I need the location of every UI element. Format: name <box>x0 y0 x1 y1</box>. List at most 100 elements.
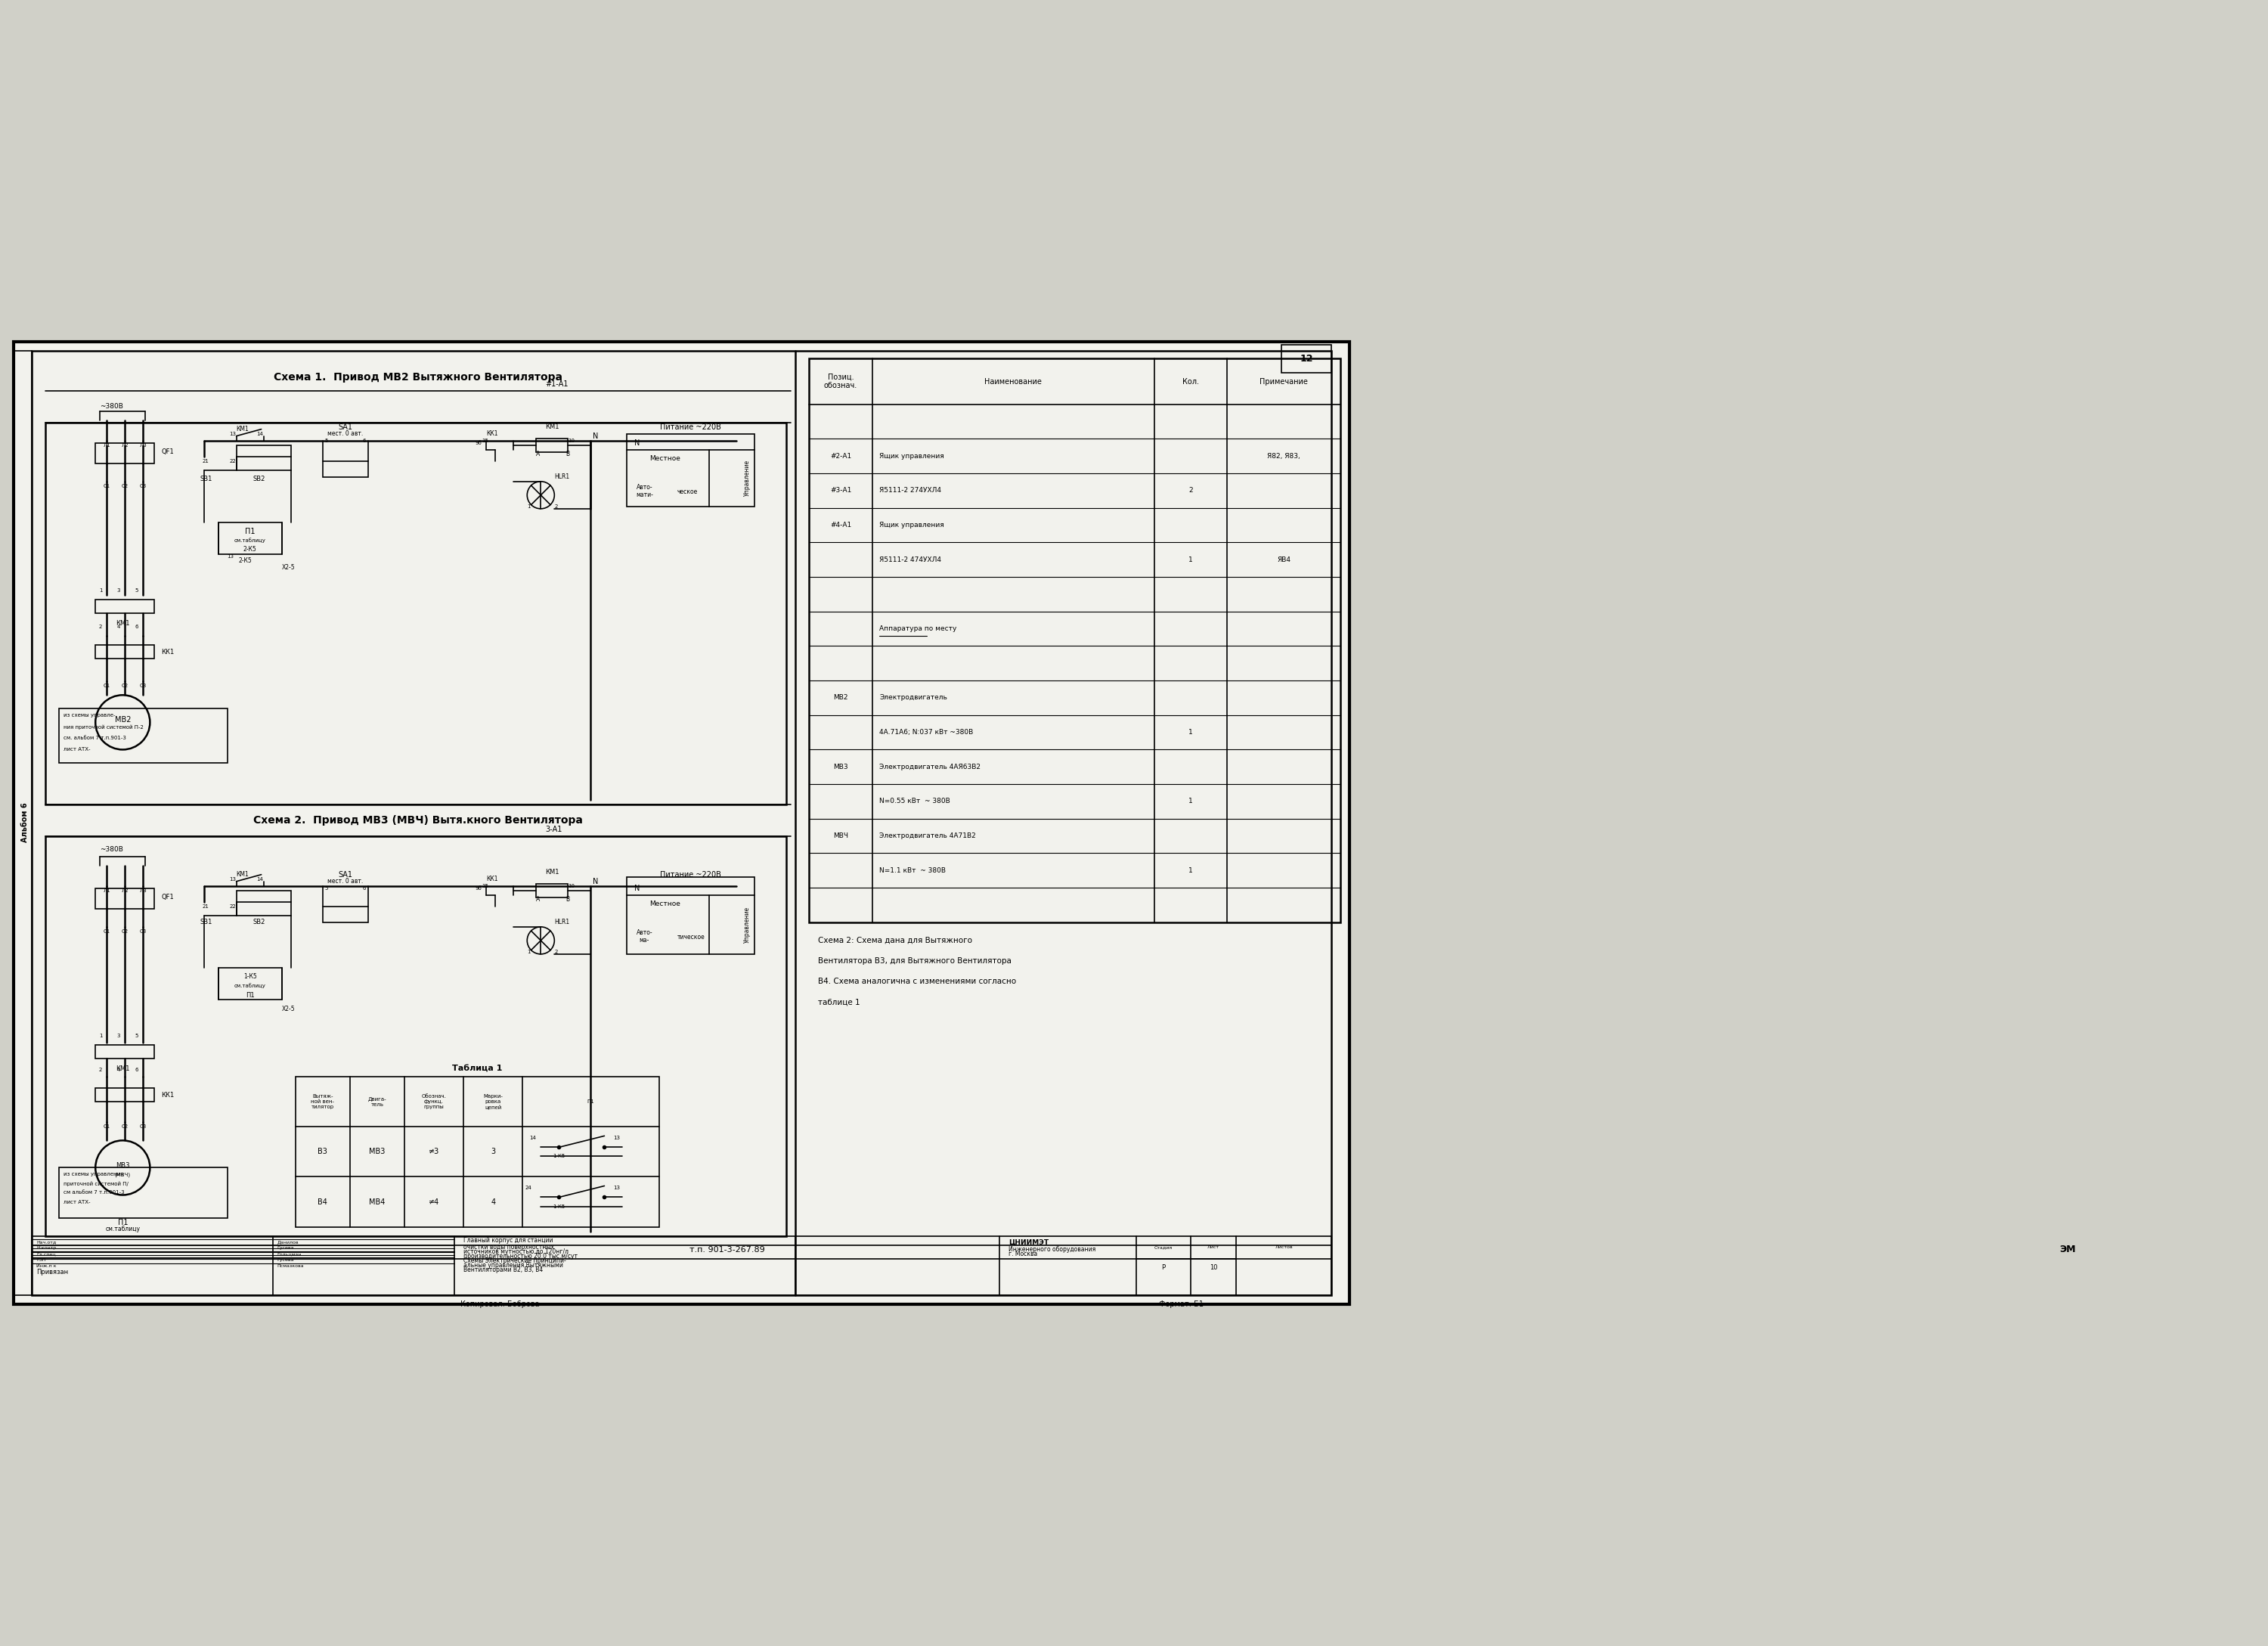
Bar <box>810 359 1340 922</box>
Text: мест. 0 авт.: мест. 0 авт. <box>327 430 363 438</box>
Text: КМ1: КМ1 <box>116 621 129 627</box>
Text: C2: C2 <box>122 1124 129 1129</box>
Text: Гусева: Гусева <box>277 1258 295 1262</box>
Bar <box>59 1167 227 1218</box>
Text: см.таблицу: см.таблицу <box>104 1226 141 1233</box>
Text: 6: 6 <box>136 624 138 629</box>
Text: мест. 0 авт.: мест. 0 авт. <box>327 877 363 886</box>
Text: C1: C1 <box>104 928 111 933</box>
Text: 5: 5 <box>324 886 329 890</box>
Text: Х2-5: Х2-5 <box>281 565 295 571</box>
Text: Схема 2.  Привод МВ3 (МВЧ) Вытя.кного Вентилятора: Схема 2. Привод МВ3 (МВЧ) Вытя.кного Вен… <box>254 815 583 825</box>
Text: Питание ~220В: Питание ~220В <box>660 871 721 879</box>
Text: 6: 6 <box>363 438 365 443</box>
Text: 15: 15 <box>481 438 488 443</box>
Text: Электродвигатель 4АЯ63В2: Электродвигатель 4АЯ63В2 <box>880 764 980 770</box>
Text: 1-К5: 1-К5 <box>553 1205 565 1208</box>
Text: 2: 2 <box>1188 487 1193 494</box>
Text: Р: Р <box>1161 1264 1166 1271</box>
Text: лист АТХ-: лист АТХ- <box>64 747 91 752</box>
Text: Питание ~220В: Питание ~220В <box>660 423 721 431</box>
Text: 3: 3 <box>118 588 120 593</box>
Text: C1: C1 <box>104 484 111 489</box>
Text: #3-А1: #3-А1 <box>830 487 850 494</box>
Text: C3: C3 <box>141 928 147 933</box>
Text: C1: C1 <box>104 683 111 688</box>
Text: Позиц.
обознач.: Позиц. обознач. <box>823 374 857 390</box>
Text: 13: 13 <box>229 431 236 436</box>
Bar <box>95 599 154 614</box>
Text: N: N <box>635 884 640 892</box>
Text: В4: В4 <box>318 1198 327 1205</box>
Text: 1: 1 <box>1188 729 1193 736</box>
Text: Главный корпус для станции: Главный корпус для станции <box>463 1238 553 1244</box>
Bar <box>322 461 367 477</box>
Text: #1-А1: #1-А1 <box>544 380 569 387</box>
Bar <box>626 877 755 955</box>
Text: Л2: Л2 <box>120 443 129 448</box>
Text: 13: 13 <box>229 877 236 881</box>
Text: Аппаратура по месту: Аппаратура по месту <box>880 625 957 632</box>
Text: SA1: SA1 <box>338 423 352 431</box>
Text: МВ2: МВ2 <box>832 695 848 701</box>
Text: Авто-
ма-: Авто- ма- <box>637 928 653 943</box>
Text: Электродвигатель: Электродвигатель <box>880 695 948 701</box>
Text: ЦНИИМЭТ: ЦНИИМЭТ <box>1009 1239 1050 1246</box>
Text: Кол.: Кол. <box>1182 377 1200 385</box>
Text: QF1: QF1 <box>161 894 175 900</box>
Text: 13: 13 <box>227 555 234 558</box>
Text: 14: 14 <box>256 431 263 436</box>
Text: 5: 5 <box>324 438 329 443</box>
Text: Лист: Лист <box>1207 1246 1220 1249</box>
Text: КМ1: КМ1 <box>544 869 560 876</box>
Text: Управление: Управление <box>744 907 751 943</box>
Text: МВ3: МВ3 <box>832 764 848 770</box>
Text: C2: C2 <box>122 683 129 688</box>
Text: Привязан: Привязан <box>36 1269 68 1276</box>
Text: Схема 1.  Привод МВ2 Вытяжного Вентилятора: Схема 1. Привод МВ2 Вытяжного Вентилятор… <box>274 372 562 382</box>
Text: Я82, Я83,: Я82, Я83, <box>1268 453 1300 459</box>
Text: источников мутностью до 120нг/л: источников мутностью до 120нг/л <box>463 1248 569 1256</box>
Text: из схемы управле-: из схемы управле- <box>64 713 116 718</box>
Text: 2: 2 <box>100 1068 102 1072</box>
Text: В4. Схема аналогична с изменениями согласно: В4. Схема аналогична с изменениями согла… <box>819 978 1016 986</box>
Text: N: N <box>592 433 599 439</box>
Text: C3: C3 <box>141 1124 147 1129</box>
Text: 2-К5: 2-К5 <box>243 546 256 553</box>
Bar <box>59 709 227 764</box>
Text: Л2: Л2 <box>120 889 129 892</box>
Text: ЯВ4: ЯВ4 <box>1277 556 1290 563</box>
Text: 4: 4 <box>490 1198 494 1205</box>
Text: Примечание: Примечание <box>1259 377 1309 385</box>
Text: см.таблицу: см.таблицу <box>234 538 265 543</box>
Text: SB1: SB1 <box>200 918 213 925</box>
Text: SB2: SB2 <box>252 918 265 925</box>
Text: Я5111-2 474УХЛ4: Я5111-2 474УХЛ4 <box>880 556 941 563</box>
Text: МВ3: МВ3 <box>370 1147 386 1155</box>
Text: Ящик управления: Ящик управления <box>880 453 943 459</box>
Text: Н.контр: Н.контр <box>36 1246 57 1249</box>
Text: КК1: КК1 <box>161 1091 175 1098</box>
Text: Таблица 1: Таблица 1 <box>451 1063 501 1072</box>
Text: альные управления Вытяжными: альные управления Вытяжными <box>463 1262 562 1269</box>
Bar <box>95 1088 154 1101</box>
Text: HLR1: HLR1 <box>553 918 569 925</box>
Text: 14: 14 <box>528 1136 535 1141</box>
Text: очистки воды поверхностных: очистки воды поверхностных <box>463 1244 553 1251</box>
Text: Ящик управления: Ящик управления <box>880 522 943 528</box>
Text: см.таблицу: см.таблицу <box>234 983 265 989</box>
Text: #2-А1: #2-А1 <box>830 453 850 459</box>
Text: Я5111-2 274УХЛ4: Я5111-2 274УХЛ4 <box>880 487 941 494</box>
Text: 6: 6 <box>136 1068 138 1072</box>
Text: 13: 13 <box>612 1136 619 1141</box>
Text: ~380В: ~380В <box>100 846 122 853</box>
Bar <box>95 1045 154 1058</box>
Text: 4: 4 <box>118 624 120 629</box>
Text: КМ1: КМ1 <box>544 423 560 430</box>
Bar <box>32 1236 1331 1295</box>
Text: 2: 2 <box>100 624 102 629</box>
Bar <box>295 1076 660 1226</box>
Text: Нач.отд: Нач.отд <box>36 1241 57 1244</box>
Text: 5: 5 <box>136 588 138 593</box>
Text: таблице 1: таблице 1 <box>819 997 860 1006</box>
